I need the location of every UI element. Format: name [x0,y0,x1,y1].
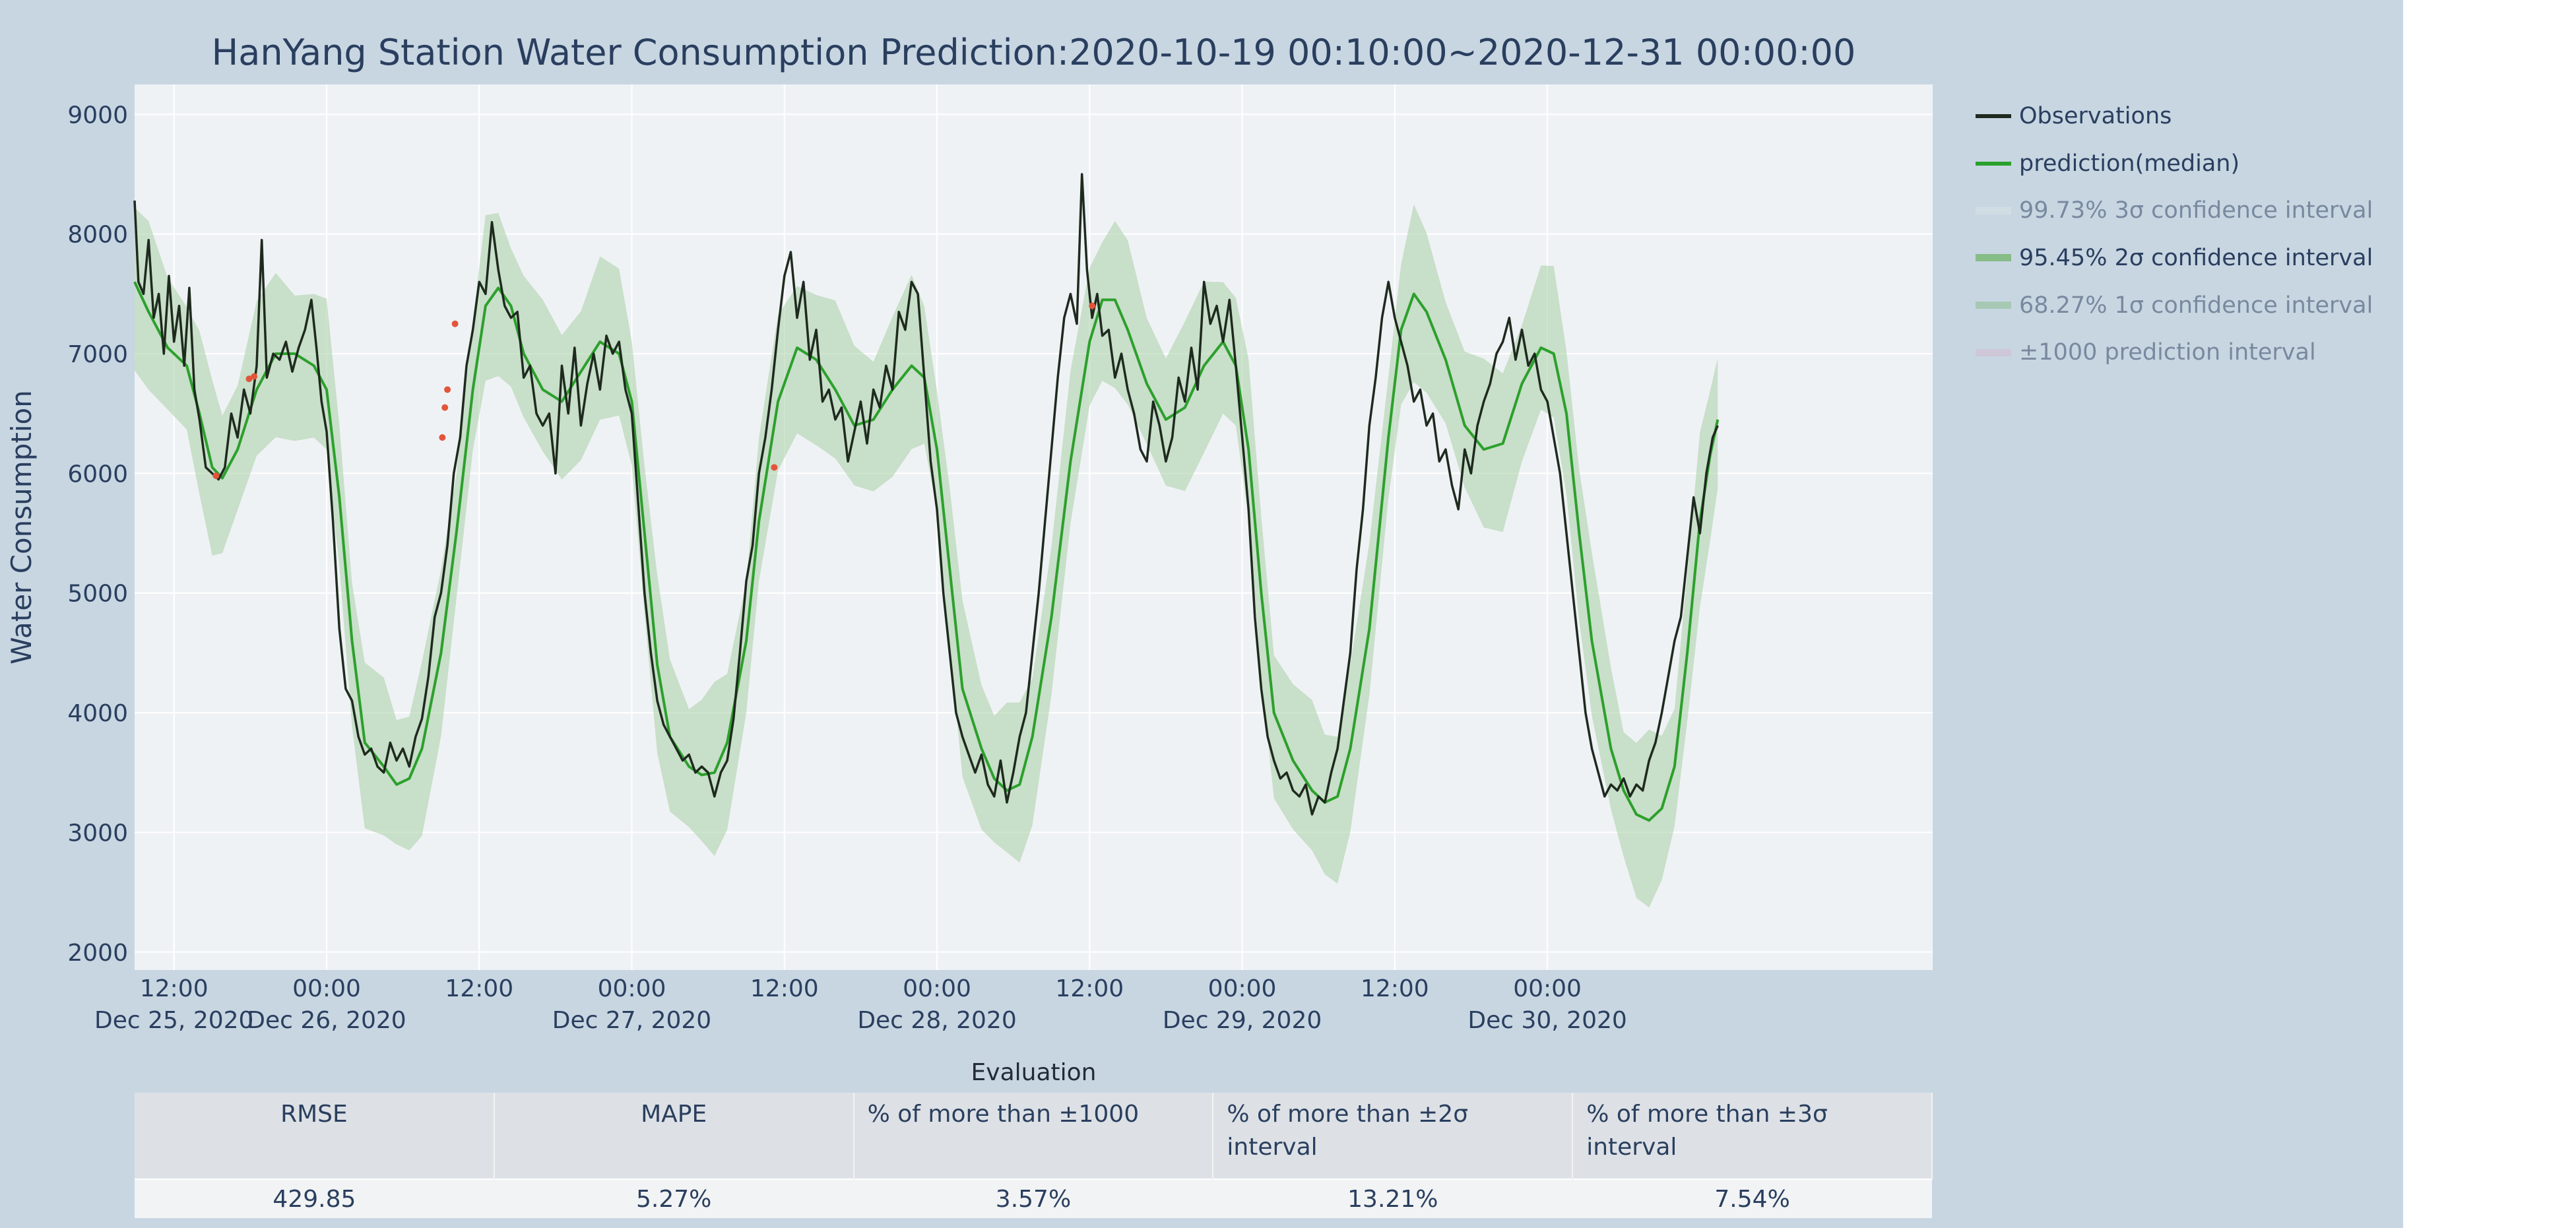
y-tick-label: 2000 [67,940,128,967]
header-mape: MAPE [494,1093,854,1179]
y-tick-label: 4000 [67,700,128,727]
evaluation-value-row: 429.85 5.27% 3.57% 13.21% 7.54% [135,1179,1932,1218]
chart-title: HanYang Station Water Consumption Predic… [212,32,1856,73]
x-tick-date-label: Dec 28, 2020 [857,1007,1016,1034]
value-mape: 5.27% [494,1179,854,1218]
x-tick-label: 00:00 [292,975,361,1002]
x-tick-label: 12:00 [750,975,819,1002]
legend-label-prediction-interval: ±1000 prediction interval [2019,339,2316,366]
anomaly-point [444,386,451,393]
legend: Observations prediction(median) 99.73% 3… [1976,92,2398,376]
x-tick-date-label: Dec 26, 2020 [247,1007,406,1034]
value-rmse: 429.85 [135,1179,494,1218]
legend-item-1sigma[interactable]: 68.27% 1σ confidence interval [1976,282,2398,329]
x-tick-date-label: Dec 30, 2020 [1467,1007,1626,1034]
x-tick-label: 00:00 [1208,975,1277,1002]
x-tick-label: 12:00 [1361,975,1429,1002]
legend-label-2sigma: 95.45% 2σ confidence interval [2019,244,2373,271]
x-tick-label: 00:00 [598,975,666,1002]
confidence-band-2sigma [135,204,1718,908]
header-pct-1000: % of more than ±1000 [853,1093,1214,1179]
legend-label-1sigma: 68.27% 1σ confidence interval [2019,292,2373,319]
chart: 2000 3000 4000 5000 6000 7000 8000 9000 12:00 Dec… [5,32,1933,1034]
value-pct-1000: 3.57% [853,1179,1213,1218]
header-pct-2sigma: % of more than ±2σ interval [1213,1093,1574,1179]
x-tick-date-label: Dec 25, 2020 [94,1007,253,1034]
x-tick-date-label: Dec 29, 2020 [1163,1007,1322,1034]
value-pct-2sigma: 13.21% [1213,1179,1573,1218]
legend-item-prediction-interval[interactable]: ±1000 prediction interval [1976,329,2398,376]
header-pct-3sigma: % of more than ±3σ interval [1572,1093,1933,1179]
anomaly-point [451,320,459,327]
legend-label-observations: Observations [2019,102,2172,129]
anomaly-point [251,373,258,380]
y-tick-label: 3000 [67,820,128,847]
header-rmse: RMSE [135,1093,495,1179]
anomaly-point [245,375,253,383]
legend-swatch-1sigma [1976,302,2011,309]
x-tick-label: 00:00 [1513,975,1582,1002]
anomaly-point [439,434,446,441]
y-tick-label: 6000 [67,461,128,488]
evaluation-header-row: RMSE MAPE % of more than ±1000 % of more… [135,1093,1933,1179]
series-prediction-median [133,281,1720,822]
x-tick-label: 00:00 [903,975,971,1002]
legend-label-3sigma: 99.73% 3σ confidence interval [2019,197,2373,224]
legend-item-observations[interactable]: Observations [1976,92,2398,140]
y-tick-label: 9000 [67,102,128,129]
x-tick-label: 12:00 [140,975,209,1002]
x-tick-date-label: Dec 27, 2020 [552,1007,711,1034]
legend-swatch-observations [1976,113,2011,118]
anomaly-point [771,464,778,471]
legend-swatch-2sigma [1976,254,2011,262]
anomaly-point [1089,302,1096,309]
legend-swatch-3sigma [1976,207,2011,214]
value-pct-3sigma: 7.54% [1572,1179,1932,1218]
legend-swatch-prediction-interval [1976,348,2011,356]
legend-item-median[interactable]: prediction(median) [1976,140,2398,187]
evaluation-table: RMSE MAPE % of more than ±1000 % of more… [135,1093,1933,1218]
anomaly-point [212,472,220,480]
series-observations [133,173,1719,816]
legend-item-3sigma[interactable]: 99.73% 3σ confidence interval [1976,187,2398,234]
y-tick-label: 5000 [67,581,128,608]
legend-swatch-median [1976,161,2011,166]
y-axis-label: Water Consumption [5,390,38,664]
legend-item-2sigma[interactable]: 95.45% 2σ confidence interval [1976,234,2398,282]
x-tick-label: 12:00 [445,975,513,1002]
x-tick-label: 12:00 [1055,975,1124,1002]
y-tick-label: 8000 [67,222,128,249]
legend-label-median: prediction(median) [2019,150,2240,177]
anomaly-point [441,404,449,411]
y-tick-label: 7000 [67,341,128,368]
evaluation-title: Evaluation [971,1059,1097,1086]
